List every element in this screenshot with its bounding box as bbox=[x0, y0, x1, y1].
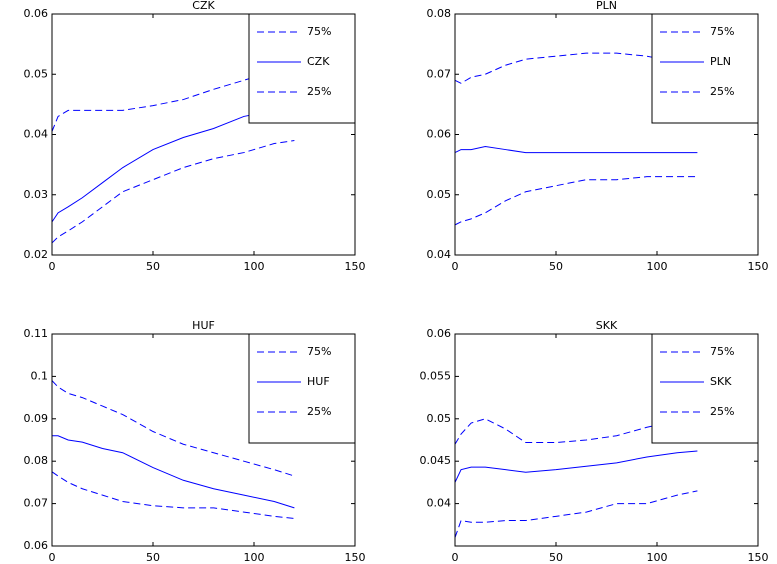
y-tick-label: 0.09 bbox=[24, 412, 49, 425]
x-tick-label: 0 bbox=[452, 260, 459, 273]
x-tick-label: 100 bbox=[647, 551, 668, 564]
x-tick-label: 100 bbox=[244, 551, 265, 564]
chart-title: PLN bbox=[596, 0, 617, 12]
legend-box bbox=[248, 13, 356, 124]
series-line bbox=[51, 380, 295, 477]
legend-label: SKK bbox=[710, 375, 732, 388]
series-line bbox=[454, 146, 698, 154]
x-tick-label: 50 bbox=[549, 551, 563, 564]
x-tick-label: 0 bbox=[49, 260, 56, 273]
legend-label: 75% bbox=[710, 25, 734, 38]
y-tick-label: 0.05 bbox=[24, 67, 49, 80]
legend-label: HUF bbox=[307, 375, 330, 388]
x-tick-label: 50 bbox=[146, 260, 160, 273]
x-tick-label: 50 bbox=[146, 551, 160, 564]
x-tick-label: 150 bbox=[345, 551, 366, 564]
series-line bbox=[51, 140, 295, 244]
y-tick-label: 0.11 bbox=[24, 327, 49, 340]
legend-label: 75% bbox=[307, 345, 331, 358]
axes-frame bbox=[454, 13, 759, 256]
series-line bbox=[454, 490, 698, 538]
legend-box bbox=[248, 333, 356, 444]
y-tick-label: 0.06 bbox=[24, 539, 49, 552]
y-tick-label: 0.03 bbox=[24, 188, 49, 201]
series-line bbox=[52, 435, 295, 509]
series-line bbox=[454, 450, 698, 483]
y-tick-label: 0.07 bbox=[24, 497, 49, 510]
y-tick-label: 0.07 bbox=[427, 67, 452, 80]
chart-title: HUF bbox=[192, 319, 215, 332]
legend-label: CZK bbox=[307, 55, 330, 68]
legend-box bbox=[651, 13, 759, 124]
y-tick-label: 0.06 bbox=[427, 128, 452, 141]
x-tick-label: 150 bbox=[748, 260, 769, 273]
x-tick-label: 150 bbox=[345, 260, 366, 273]
y-tick-label: 0.04 bbox=[427, 497, 452, 510]
chart-title: SKK bbox=[596, 319, 618, 332]
x-tick-label: 100 bbox=[244, 260, 265, 273]
series-line bbox=[51, 471, 295, 519]
legend-label: 75% bbox=[710, 345, 734, 358]
y-tick-label: 0.05 bbox=[427, 412, 452, 425]
y-tick-label: 0.055 bbox=[420, 369, 452, 382]
y-tick-label: 0.08 bbox=[427, 7, 452, 20]
y-tick-label: 0.06 bbox=[24, 7, 49, 20]
y-tick-label: 0.06 bbox=[427, 327, 452, 340]
legend-label: 25% bbox=[307, 405, 331, 418]
y-tick-label: 0.02 bbox=[24, 248, 49, 261]
y-tick-label: 0.04 bbox=[24, 128, 49, 141]
y-tick-label: 0.08 bbox=[24, 454, 49, 467]
y-tick-label: 0.045 bbox=[420, 454, 452, 467]
legend-label: 75% bbox=[307, 25, 331, 38]
x-tick-label: 100 bbox=[647, 260, 668, 273]
chart-title: CZK bbox=[192, 0, 215, 12]
x-tick-label: 150 bbox=[748, 551, 769, 564]
series-line bbox=[454, 176, 698, 226]
legend-label: PLN bbox=[710, 55, 731, 68]
legend-label: 25% bbox=[710, 405, 734, 418]
legend-label: 25% bbox=[710, 85, 734, 98]
legend-box bbox=[651, 333, 759, 444]
x-tick-label: 0 bbox=[452, 551, 459, 564]
y-tick-label: 0.1 bbox=[31, 369, 49, 382]
y-tick-label: 0.05 bbox=[427, 188, 452, 201]
legend-label: 25% bbox=[307, 85, 331, 98]
x-tick-label: 50 bbox=[549, 260, 563, 273]
x-tick-label: 0 bbox=[49, 551, 56, 564]
series-line bbox=[454, 414, 698, 445]
axes-frame bbox=[51, 13, 356, 256]
y-tick-label: 0.04 bbox=[427, 248, 452, 261]
